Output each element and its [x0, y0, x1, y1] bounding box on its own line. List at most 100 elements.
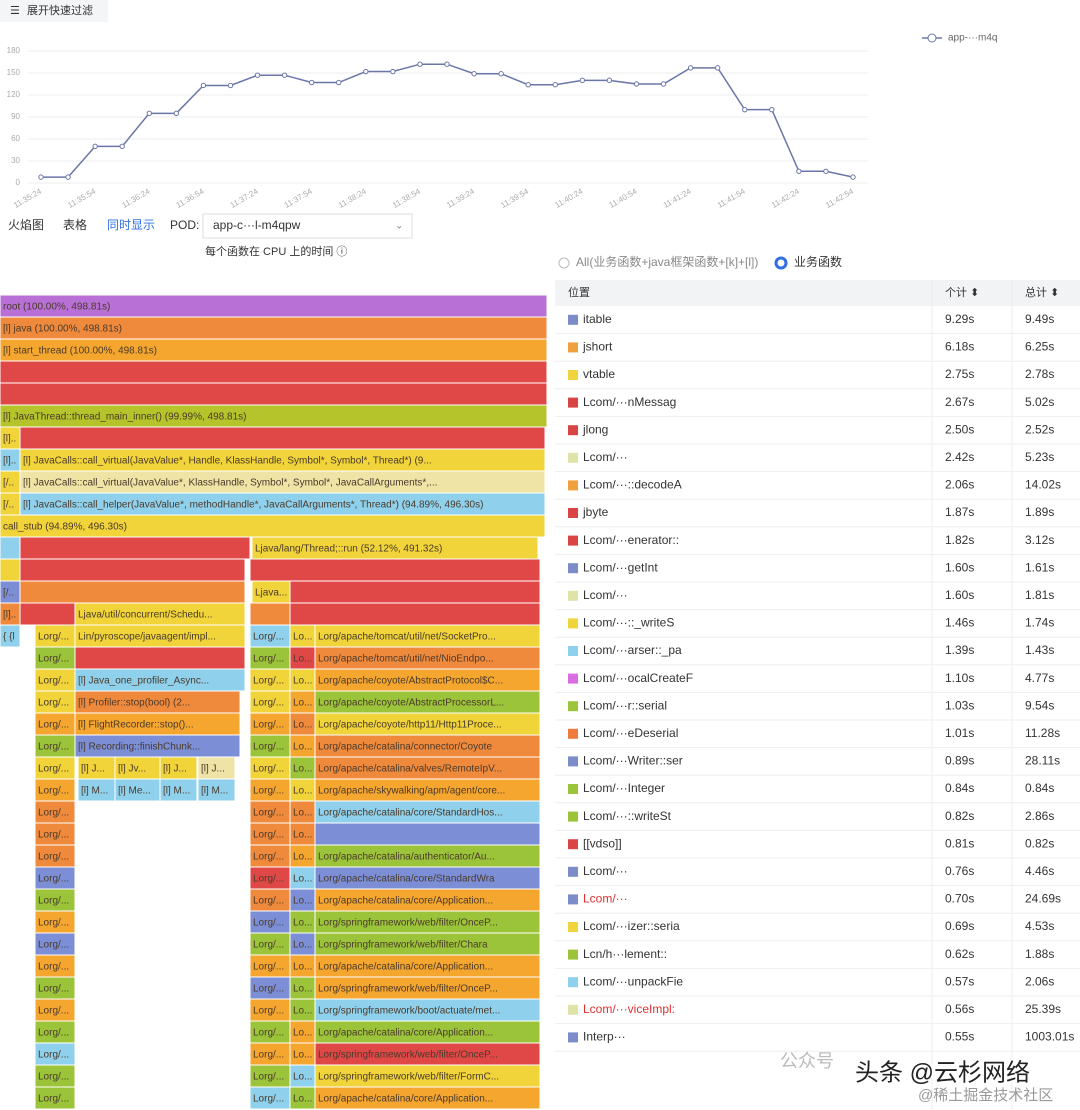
flame-frame: [315, 1065, 540, 1087]
flame-frame: [0, 405, 547, 427]
radio-biz[interactable]: [774, 256, 788, 270]
flame-frame: [35, 801, 75, 823]
flame-frame: [250, 603, 290, 625]
flame-label: Lorg/...: [38, 1028, 69, 1039]
flame-frame: [35, 933, 75, 955]
flame-frame: [290, 713, 315, 735]
flame-label: Lo...: [293, 654, 312, 665]
filter-button[interactable]: 展开快速过滤: [27, 4, 93, 17]
row-color: [568, 1032, 578, 1043]
flame-label: Lorg/...: [38, 1050, 69, 1061]
flame-frame: [315, 1087, 540, 1109]
flame-frame: [315, 911, 540, 933]
data-point: [390, 68, 396, 75]
data-point: [200, 82, 207, 89]
flame-label: Lorg/springframework/web/filter/FormC...: [318, 1072, 499, 1083]
row-self: 1.46s: [945, 616, 974, 630]
flame-frame: [75, 735, 240, 757]
flame-label: [l] JavaThread::thread_main_inner() (99.…: [3, 412, 246, 423]
row-color: [568, 342, 578, 353]
row-color: [568, 673, 578, 684]
flame-frame: [252, 537, 538, 559]
radio-all[interactable]: [558, 257, 570, 269]
tab[interactable]: 同时显示: [107, 218, 155, 232]
flame-label: [l] JavaCalls::call_virtual(JavaValue*, …: [23, 478, 437, 489]
filter-button-bg[interactable]: [0, 0, 108, 22]
flame-label: Lorg/...: [38, 698, 69, 709]
flame-frame: [252, 581, 290, 603]
flame-frame: [78, 757, 115, 779]
flame-frame: [160, 779, 197, 801]
flame-label: Lorg/...: [38, 764, 69, 775]
data-point: [119, 143, 125, 150]
row-total: 2.52s: [1025, 422, 1054, 436]
flame-frame: [35, 669, 75, 691]
row-total: 1.74s: [1025, 616, 1054, 630]
row-self: 1.10s: [945, 671, 974, 685]
data-point: [525, 82, 531, 88]
row-self: 0.55s: [945, 1030, 974, 1044]
flame-frame: [20, 493, 545, 515]
flame-label: Lorg/...: [253, 852, 284, 863]
x-tick-label: 11:37:24: [229, 186, 260, 209]
data-point: [444, 61, 450, 67]
row-name: Lcom/···: [583, 588, 628, 602]
flame-label: Lorg/...: [253, 632, 284, 643]
data-point: [38, 174, 44, 180]
legend-label: app-···m4q: [948, 33, 997, 44]
row-total: 1.61s: [1025, 560, 1054, 574]
x-tick-label: 11:38:24: [337, 186, 368, 209]
flame-frame: [290, 735, 315, 757]
row-name: Lcom/···::writeSt: [583, 809, 672, 823]
row-name: itable: [583, 312, 612, 326]
row-name: Lcom/···: [583, 892, 628, 906]
flame-label: Lorg/...: [38, 874, 69, 885]
flame-frame: [20, 427, 545, 449]
table-header[interactable]: 个计 ⬍: [945, 286, 979, 299]
flame-label: [l] Me...: [118, 786, 151, 797]
legend-marker: [927, 33, 937, 43]
row-color: [568, 452, 578, 463]
flame-frame: [290, 691, 315, 713]
flame-frame: [250, 977, 290, 999]
flame-label: Lo...: [293, 1028, 312, 1039]
flame-frame: [315, 757, 540, 779]
tab[interactable]: 火焰图: [8, 217, 44, 232]
pod-value[interactable]: app-c···l-m4qpw: [213, 218, 301, 232]
flame-frame: [250, 779, 290, 801]
flame-frame: [35, 999, 75, 1021]
x-tick-label: 11:42:54: [824, 186, 855, 209]
row-name: Lcom/···::decodeA: [583, 478, 682, 492]
row-name: Lcn/h···lement::: [583, 947, 667, 961]
flame-frame: [250, 911, 290, 933]
flame-label: Lorg/...: [38, 632, 69, 643]
row-color: [568, 866, 578, 877]
flame-label: Lorg/apache/catalina/core/Application...: [318, 1028, 493, 1039]
data-point: [146, 110, 152, 117]
row-total: 5.23s: [1025, 450, 1054, 464]
flame-label: Lorg/apache/coyote/AbstractProcessorL...: [318, 698, 504, 709]
row-name: Interp···: [583, 1030, 626, 1044]
flame-label: Lorg/...: [253, 742, 284, 753]
pod-select[interactable]: [202, 213, 413, 239]
flame-label: [l] Profiler::stop(bool) (2...: [78, 698, 190, 709]
flame-label: Lo...: [293, 984, 312, 995]
flame-label: [l] start_thread (100.00%, 498.81s): [3, 346, 157, 357]
table-header[interactable]: 总计 ⬍: [1025, 285, 1059, 299]
row-name: Lcom/···ocalCreateF: [583, 671, 693, 685]
x-tick-label: 11:39:24: [445, 186, 476, 209]
flame-frame: [250, 559, 540, 581]
flame-label: [l] J...: [163, 764, 187, 775]
row-color: [568, 563, 578, 574]
row-total: 4.53s: [1025, 919, 1054, 933]
flame-frame: [35, 1065, 75, 1087]
flame-frame: [20, 537, 250, 559]
flame-frame: [75, 625, 245, 647]
flame-label: Lorg/...: [38, 830, 69, 841]
radio-biz-label[interactable]: 业务函数: [794, 254, 842, 269]
flame-frame: [315, 1043, 540, 1065]
tab[interactable]: 表格: [63, 217, 87, 232]
flame-label: Lorg/...: [253, 1006, 284, 1017]
radio-all-label[interactable]: All(业务函数+java框架函数+[k]+[l]): [576, 254, 758, 269]
row-total: 2.06s: [1025, 974, 1054, 988]
